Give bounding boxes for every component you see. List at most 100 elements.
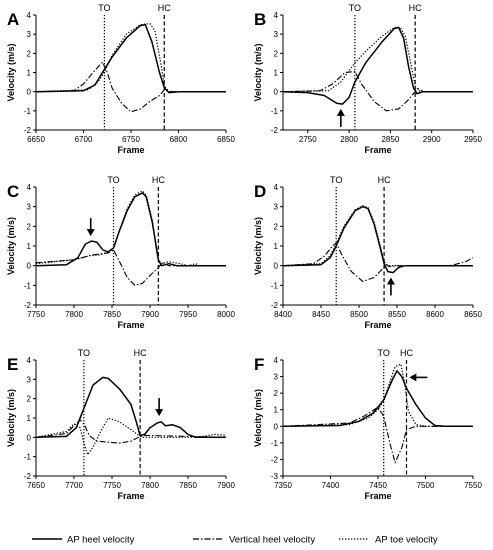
y-tick-label: 0 bbox=[27, 262, 32, 271]
y-tick-label: 4 bbox=[27, 11, 32, 20]
panel-a: A -2 -1 0 1 2 3 4 6650 6700 6750 6800 6850 Frame Veloc… bbox=[6, 3, 235, 155]
y-tick-label: 1 bbox=[27, 69, 32, 78]
arrow-head bbox=[336, 108, 345, 116]
x-tick-label: 6650 bbox=[27, 135, 45, 144]
y-tick-label: -2 bbox=[271, 126, 279, 135]
y-tick-label: -2 bbox=[24, 126, 32, 135]
event-label-to: TO bbox=[107, 175, 119, 185]
y-tick-label: 3 bbox=[27, 30, 32, 39]
y-tick-label: 2 bbox=[274, 222, 279, 231]
series-dotted bbox=[282, 205, 473, 267]
series-dashdot bbox=[35, 249, 226, 286]
y-tick-label: 2 bbox=[27, 222, 32, 231]
panel-letter: A bbox=[7, 10, 19, 29]
y-axis-title: Velocity (m/s) bbox=[253, 389, 263, 447]
x-tick-label: 6700 bbox=[75, 135, 93, 144]
event-label-hc: HC bbox=[134, 348, 147, 358]
x-axis-title: Frame bbox=[117, 491, 144, 501]
series-dashdot bbox=[35, 61, 226, 113]
event-label-hc: HC bbox=[378, 175, 391, 185]
x-tick-label: 7700 bbox=[65, 481, 83, 490]
x-tick-label: 8450 bbox=[312, 310, 330, 319]
arrow-head bbox=[155, 409, 164, 417]
panel-letter: F bbox=[254, 355, 264, 374]
x-tick-label: 7500 bbox=[417, 481, 435, 490]
panel-letter: D bbox=[254, 182, 266, 201]
x-tick-label: 6750 bbox=[122, 135, 140, 144]
y-tick-label: 4 bbox=[274, 183, 279, 192]
y-tick-label: 3 bbox=[274, 203, 279, 212]
x-tick-label: 8500 bbox=[350, 310, 368, 319]
y-tick-label: -3 bbox=[271, 472, 279, 481]
series-dotted bbox=[282, 363, 473, 427]
y-tick-label: 0 bbox=[27, 433, 32, 442]
panel-c: C -2 -1 0 1 2 3 4 7750 7800 7850 7900 7950 8000 Frame V… bbox=[6, 175, 235, 330]
y-tick-label: 1 bbox=[27, 414, 32, 423]
x-tick-label: 8550 bbox=[388, 310, 406, 319]
x-tick-label: 8000 bbox=[217, 310, 235, 319]
event-label-to: TO bbox=[78, 348, 90, 358]
y-tick-label: -1 bbox=[271, 281, 279, 290]
x-tick-label: 2800 bbox=[340, 135, 358, 144]
series-dashdot bbox=[282, 70, 473, 112]
legend-label-vertical-heel: Vertical heel velocity bbox=[229, 535, 315, 546]
x-tick-label: 7900 bbox=[141, 310, 159, 319]
x-tick-label: 2900 bbox=[423, 135, 441, 144]
y-tick-label: -1 bbox=[24, 281, 32, 290]
event-label-to: TO bbox=[378, 348, 390, 358]
series-dotted bbox=[282, 26, 473, 93]
panel-letter: E bbox=[7, 355, 18, 374]
y-tick-label: 2 bbox=[27, 395, 32, 404]
series-solid bbox=[282, 205, 473, 274]
legend: AP heel velocity Vertical heel velocity … bbox=[32, 535, 438, 546]
x-tick-label: 7350 bbox=[274, 481, 292, 490]
y-axis-title: Velocity (m/s) bbox=[6, 217, 16, 275]
y-tick-label: 1 bbox=[274, 69, 279, 78]
series-dashdot bbox=[282, 406, 473, 464]
y-axis-title: Velocity (m/s) bbox=[253, 217, 263, 275]
series-solid bbox=[282, 370, 473, 428]
panel-letter: C bbox=[7, 182, 19, 201]
x-axis-title: Frame bbox=[117, 320, 144, 330]
event-label-hc: HC bbox=[409, 3, 422, 13]
x-tick-label: 6800 bbox=[170, 135, 188, 144]
y-tick-label: 0 bbox=[274, 262, 279, 271]
event-label-hc: HC bbox=[152, 175, 165, 185]
panel-d: D -2 -1 0 1 2 3 4 8400 8450 8500 8550 8600 8650 Frame V… bbox=[253, 175, 482, 330]
y-tick-label: -1 bbox=[24, 453, 32, 462]
y-tick-label: 3 bbox=[27, 203, 32, 212]
y-axis-title: Velocity (m/s) bbox=[253, 43, 263, 101]
x-tick-label: 7850 bbox=[179, 481, 197, 490]
event-label-hc: HC bbox=[158, 3, 171, 13]
panel-letter: B bbox=[254, 10, 266, 29]
x-tick-label: 7400 bbox=[322, 481, 340, 490]
y-tick-label: 0 bbox=[274, 88, 279, 97]
series-dashdot bbox=[282, 242, 474, 282]
series-solid bbox=[35, 192, 226, 267]
y-tick-label: 4 bbox=[27, 183, 32, 192]
x-tick-label: 7800 bbox=[141, 481, 159, 490]
event-label-to: TO bbox=[349, 3, 361, 13]
y-tick-label: 3 bbox=[27, 375, 32, 384]
y-tick-label: 2 bbox=[274, 389, 279, 398]
event-label-to: TO bbox=[98, 3, 110, 13]
y-tick-label: -1 bbox=[271, 439, 279, 448]
event-label-to: TO bbox=[330, 175, 342, 185]
y-tick-label: 3 bbox=[274, 373, 279, 382]
y-tick-label: -2 bbox=[271, 455, 279, 464]
y-tick-label: 1 bbox=[274, 406, 279, 415]
x-tick-label: 7450 bbox=[369, 481, 387, 490]
y-tick-label: -1 bbox=[271, 107, 279, 116]
y-tick-label: 3 bbox=[274, 30, 279, 39]
y-tick-label: 4 bbox=[27, 356, 32, 365]
y-tick-label: 4 bbox=[274, 356, 279, 365]
arrow-head bbox=[86, 229, 95, 237]
x-tick-label: 2750 bbox=[299, 135, 317, 144]
x-tick-label: 2950 bbox=[464, 135, 482, 144]
x-tick-label: 7750 bbox=[103, 481, 121, 490]
x-tick-label: 7800 bbox=[65, 310, 83, 319]
panel-e: E -2 -1 0 1 2 3 4 7650 7700 7750 7800 7850 7900 Frame V… bbox=[6, 348, 235, 501]
panel-f: F -3 -2 -1 0 1 2 3 4 7350 7400 7450 7500 7550 Frame Vel… bbox=[253, 348, 482, 501]
x-tick-label: 8600 bbox=[426, 310, 444, 319]
